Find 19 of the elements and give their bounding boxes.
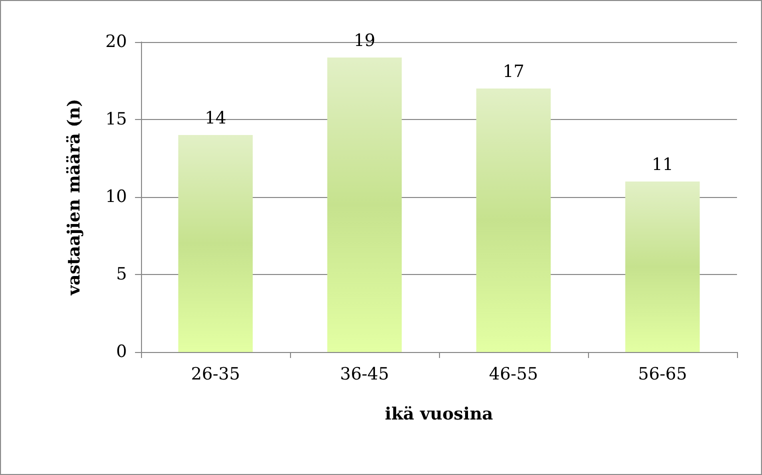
x-tick-label: 46-55	[488, 364, 538, 384]
data-label: 19	[354, 31, 376, 51]
data-label: 17	[502, 62, 524, 82]
bar	[327, 58, 402, 352]
data-label: 11	[652, 155, 674, 175]
y-tick-label: 5	[116, 264, 127, 284]
bar	[625, 182, 700, 352]
bar	[476, 88, 551, 352]
x-tick-label: 36-45	[340, 364, 390, 384]
y-tick-label: 0	[116, 342, 127, 362]
x-axis-title: ikä vuosina	[384, 404, 494, 424]
x-tick-label: 56-65	[638, 364, 688, 384]
y-tick-label: 15	[105, 110, 127, 130]
bar	[178, 135, 253, 352]
x-tick-label: 26-35	[190, 364, 240, 384]
y-tick-label: 10	[105, 187, 127, 207]
y-axis-title: vastaajien määrä (n)	[64, 98, 84, 296]
y-tick-label: 20	[105, 32, 127, 52]
data-label: 14	[204, 108, 226, 128]
